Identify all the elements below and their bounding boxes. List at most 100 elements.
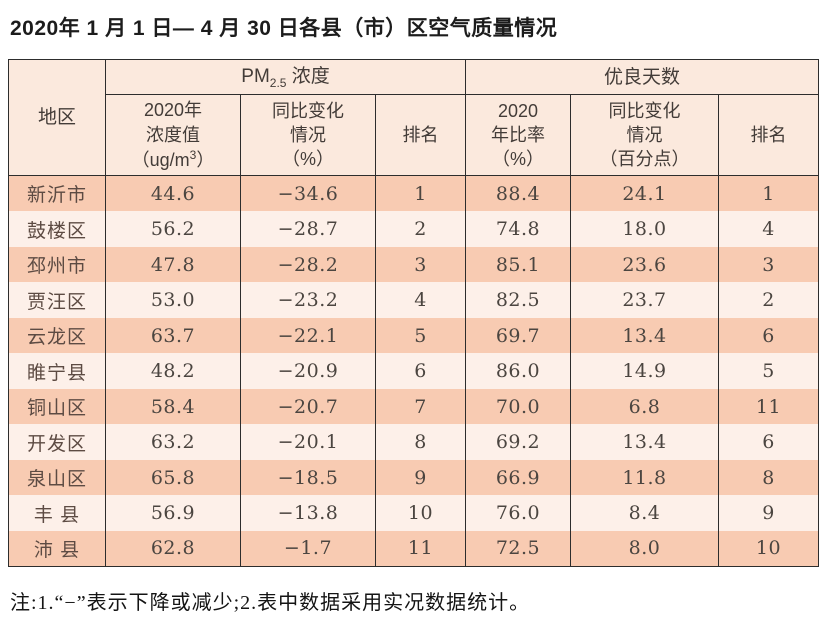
- days-ratio-header-line1: 2020: [497, 100, 539, 121]
- table-row: 开发区 63.2 −20.1 8 69.2 13.4 6: [8, 424, 820, 460]
- days-change-cell: 8.4: [570, 495, 719, 531]
- days-rank-cell: 1: [717, 175, 820, 212]
- days-ratio-cell: 69.7: [465, 317, 571, 354]
- pm-change-header-line1: 同比变化: [272, 100, 344, 121]
- pm-rank-cell: 8: [375, 424, 466, 460]
- pm-change-cell: −28.2: [240, 246, 376, 283]
- pm-value-cell: 63.7: [105, 317, 241, 354]
- table-row: 泉山区 65.8 −18.5 9 66.9 11.8 8: [8, 459, 820, 496]
- days-change-cell: 23.6: [570, 246, 719, 283]
- pm-value-cell: 62.8: [105, 530, 241, 567]
- page-title: 2020年 1 月 1 日— 4 月 30 日各县（市）区空气质量情况: [10, 17, 558, 40]
- pm-change-cell: −20.1: [240, 424, 376, 460]
- table-row: 丰 县 56.9 −13.8 10 76.0 8.4 9: [8, 495, 820, 531]
- days-ratio-header-unit: （%）: [491, 149, 544, 170]
- pm-rank-cell: 1: [375, 175, 466, 212]
- pm25-label-prefix: PM: [241, 65, 270, 87]
- days-ratio-cell: 69.2: [465, 424, 571, 460]
- pm-value-cell: 56.2: [105, 211, 241, 247]
- pm-value-cell: 63.2: [105, 424, 241, 460]
- pm-rank-cell: 11: [375, 530, 466, 567]
- unit-superscript: 3: [189, 147, 197, 162]
- region-cell: 沛 县: [8, 530, 106, 567]
- region-cell: 开发区: [8, 424, 106, 460]
- days-ratio-cell: 72.5: [465, 530, 571, 567]
- pm-value-cell: 53.0: [105, 282, 241, 318]
- pm-value-cell: 44.6: [105, 175, 241, 212]
- days-ratio-cell: 86.0: [465, 353, 571, 389]
- days-change-cell: 14.9: [570, 353, 719, 389]
- days-rank-cell: 3: [717, 246, 820, 283]
- pm-change-header-unit: （%）: [281, 149, 334, 170]
- region-cell: 鼓楼区: [8, 211, 106, 247]
- pm-rank-cell: 7: [375, 388, 466, 425]
- days-ratio-cell: 66.9: [465, 459, 571, 496]
- region-cell: 泉山区: [8, 459, 106, 496]
- region-cell: 贾汪区: [8, 282, 106, 318]
- pm-rank-cell: 5: [375, 317, 466, 354]
- pm-value-header-unit: （ug/m3）: [108, 147, 238, 172]
- days-rank-cell: 9: [717, 495, 820, 531]
- pm-value-header-line2: 浓度值: [146, 124, 200, 145]
- days-change-cell: 13.4: [570, 317, 719, 354]
- days-change-cell: 11.8: [570, 459, 719, 496]
- days-change-header-line2: 情况: [626, 125, 663, 146]
- air-quality-table: 地区 PM2.5 浓度 优良天数 2020年 浓度值 （ug/m3） 同比变化 …: [8, 59, 820, 567]
- table-row: 新沂市 44.6 −34.6 1 88.4 24.1 1: [8, 175, 820, 212]
- pm-change-cell: −1.7: [240, 530, 376, 567]
- header-sub-row: 2020年 浓度值 （ug/m3） 同比变化 情况 （%） 排名 2020 年比…: [9, 94, 820, 177]
- pm-change-cell: −13.8: [240, 495, 376, 531]
- days-change-header-unit: （百分点）: [599, 149, 690, 170]
- pm-change-cell: −18.5: [240, 459, 376, 496]
- region-cell: 铜山区: [8, 388, 106, 425]
- pm-change-cell: −20.9: [240, 353, 376, 389]
- unit-suffix: ）: [196, 149, 215, 170]
- days-change-header-line1: 同比变化: [608, 100, 681, 121]
- table-row: 沛 县 62.8 −1.7 11 72.5 8.0 10: [8, 530, 820, 567]
- pm-value-cell: 58.4: [105, 388, 241, 425]
- header-group-row: 地区 PM2.5 浓度 优良天数: [8, 59, 820, 177]
- days-change-cell: 13.4: [570, 424, 719, 460]
- col-header-pm-value: 2020年 浓度值 （ug/m3）: [105, 94, 241, 177]
- col-header-pm-rank: 排名: [375, 94, 466, 177]
- pm-value-cell: 65.8: [105, 459, 241, 496]
- col-header-pm-change: 同比变化 情况 （%）: [240, 94, 376, 177]
- days-change-cell: 23.7: [570, 282, 719, 318]
- days-rank-cell: 11: [717, 388, 820, 425]
- pm-value-cell: 48.2: [105, 353, 241, 389]
- pm-rank-cell: 9: [375, 459, 466, 496]
- days-rank-cell: 4: [717, 211, 820, 247]
- pm-change-cell: −23.2: [240, 282, 376, 318]
- days-ratio-cell: 74.8: [465, 211, 571, 247]
- days-rank-cell: 2: [717, 282, 820, 318]
- col-header-region: 地区: [8, 59, 106, 177]
- pm-rank-cell: 4: [375, 282, 466, 318]
- pm-change-cell: −34.6: [240, 175, 376, 212]
- days-rank-cell: 10: [717, 530, 820, 567]
- col-group-good-days: 优良天数: [464, 59, 820, 96]
- region-cell: 丰 县: [8, 495, 106, 531]
- pm-change-cell: −20.7: [240, 388, 376, 425]
- days-ratio-cell: 82.5: [465, 282, 571, 318]
- table-row: 邳州市 47.8 −28.2 3 85.1 23.6 3: [8, 246, 820, 283]
- region-cell: 睢宁县: [8, 353, 106, 389]
- table-row: 贾汪区 53.0 −23.2 4 82.5 23.7 2: [8, 282, 820, 318]
- region-cell: 云龙区: [8, 317, 106, 354]
- pm-rank-cell: 10: [375, 495, 466, 531]
- table-row: 鼓楼区 56.2 −28.7 2 74.8 18.0 4: [8, 211, 820, 247]
- days-ratio-cell: 88.4: [465, 175, 571, 212]
- days-ratio-header-line2: 年比率: [491, 125, 545, 146]
- pm-value-cell: 56.9: [105, 495, 241, 531]
- col-header-days-change: 同比变化 情况 （百分点）: [570, 94, 719, 177]
- pm-change-cell: −28.7: [240, 211, 376, 247]
- col-header-days-ratio: 2020 年比率 （%）: [465, 94, 571, 177]
- table-row: 睢宁县 48.2 −20.9 6 86.0 14.9 5: [8, 353, 820, 389]
- pm-rank-cell: 3: [375, 246, 466, 283]
- table-header: 地区 PM2.5 浓度 优良天数 2020年 浓度值 （ug/m3） 同比变化 …: [8, 59, 820, 177]
- col-header-days-rank: 排名: [717, 94, 820, 177]
- pm-rank-cell: 2: [375, 211, 466, 247]
- unit-prefix: （ug/m: [131, 149, 190, 170]
- footnote: 注:1.“−”表示下降或减少;2.表中数据采用实况数据统计。: [10, 591, 531, 614]
- pm-value-cell: 47.8: [105, 246, 241, 283]
